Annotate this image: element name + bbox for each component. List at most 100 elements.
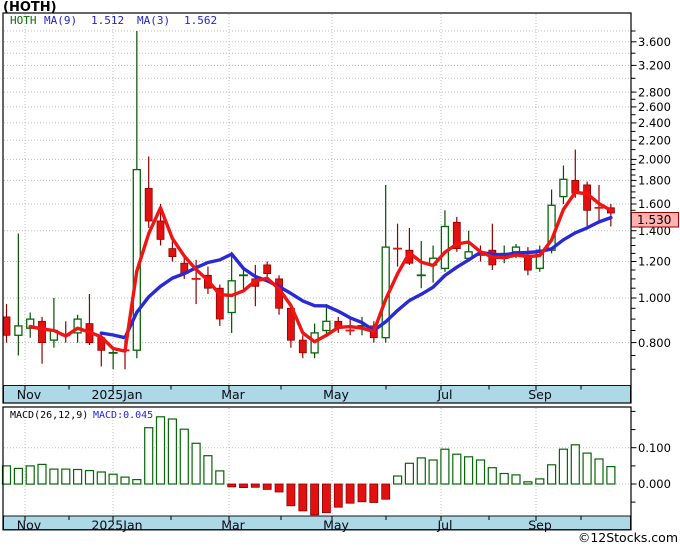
macd-bar-negative <box>298 483 308 512</box>
macd-bar-negative <box>345 483 355 504</box>
macd-bar-positive <box>155 416 166 485</box>
candle-body-up <box>73 318 82 334</box>
macd-bar-negative <box>369 483 379 503</box>
macd-bar-negative <box>321 483 331 514</box>
macd-bar-positive <box>558 448 569 485</box>
month-label: Nov <box>17 518 42 533</box>
macd-bar-positive <box>13 467 23 485</box>
month-label: Sep <box>528 518 552 533</box>
macd-bar-negative <box>262 483 272 490</box>
copyright-link[interactable]: ©12Stocks.com <box>578 530 678 545</box>
macd-bar-negative <box>274 483 284 493</box>
macd-bar-negative <box>239 483 248 488</box>
ma9-line <box>99 215 613 340</box>
month-label: 2025Jan <box>91 387 142 402</box>
macd-bar-positive <box>428 459 438 485</box>
month-label: Mar <box>221 518 245 533</box>
macd-axis-label: 0.000 <box>638 477 671 491</box>
price-axis-label: 1.000 <box>638 291 671 305</box>
macd-histogram <box>1 416 616 516</box>
candle-body-down <box>38 320 46 343</box>
legend-ma9-value: 1.512 <box>91 14 124 27</box>
macd-bar-positive <box>440 448 450 485</box>
candle-body-up <box>322 320 331 332</box>
month-axis-bands: Nov 2025Jan Mar May Jul Sep Nov 2025Jan Mar May Ju… <box>3 385 631 533</box>
macd-bar-positive <box>49 468 59 485</box>
macd-bar-positive <box>582 452 592 485</box>
main-chart-legend: HOTH MA(9) 1.512 MA(3) 1.562 <box>10 14 217 27</box>
price-axis: 0.8001.0001.2001.4001.6001.8002.0002.200… <box>631 30 671 370</box>
month-label: May <box>323 387 349 402</box>
price-axis-label: 1.800 <box>638 174 671 188</box>
macd-bar-positive <box>203 455 213 485</box>
price-axis-label: 2.400 <box>638 116 671 130</box>
macd-bar-positive <box>72 468 83 485</box>
macd-bar-positive <box>132 479 142 485</box>
macd-bar-positive <box>1 465 12 485</box>
macd-bar-positive <box>475 459 486 485</box>
macd-bar-negative <box>227 483 237 488</box>
candle-body-down <box>156 220 165 240</box>
current-price-label: 1.530 <box>637 213 671 227</box>
candle-body-down <box>298 339 307 354</box>
legend-ma9-label: MA(9) <box>44 14 77 27</box>
macd-bar-negative <box>250 483 260 488</box>
macd-axis: 0.100 0.000 <box>631 410 671 503</box>
macd-bar-positive <box>120 476 130 485</box>
macd-bar-positive <box>570 444 580 485</box>
price-axis-label: 0.800 <box>638 336 671 350</box>
price-axis-label: 3.600 <box>638 35 671 49</box>
candle-body-down <box>2 316 11 336</box>
candle-body-down <box>144 187 153 222</box>
macd-bar-positive <box>167 418 177 485</box>
candle-body-down <box>452 221 461 250</box>
price-axis-label: 2.600 <box>638 100 671 114</box>
macd-bar-positive <box>25 465 35 485</box>
month-label: May <box>323 518 349 533</box>
month-label: Jul <box>436 518 452 533</box>
macd-bar-positive <box>464 456 474 485</box>
month-label: 2025Jan <box>91 518 142 533</box>
macd-axis-label: 0.100 <box>638 441 671 455</box>
current-price-box <box>631 212 679 228</box>
page-title: (HOTH) <box>3 0 57 15</box>
candlestick-series <box>2 31 615 370</box>
macd-bar-positive <box>511 474 521 485</box>
month-label: Nov <box>17 387 42 402</box>
macd-legend: MACD(26,12,9) MACD:0.045 <box>10 410 153 421</box>
macd-bar-positive <box>416 457 426 485</box>
macd-title: MACD(26,12,9) <box>10 410 88 421</box>
price-axis-label: 3.200 <box>638 59 671 73</box>
main-chart-gridlines <box>4 14 630 385</box>
macd-bar-positive <box>191 442 201 485</box>
macd-bar-positive <box>452 453 462 485</box>
candle-body-down <box>263 264 272 274</box>
macd-bar-positive <box>84 470 95 485</box>
macd-bar-positive <box>108 473 118 485</box>
macd-bar-positive <box>61 468 71 485</box>
month-label: Sep <box>528 387 552 402</box>
price-axis-label: 1.600 <box>638 197 671 211</box>
macd-bar-positive <box>487 467 497 485</box>
macd-bar-positive <box>535 478 545 485</box>
current-price-marker: 1.530 <box>631 212 679 228</box>
macd-bar-positive <box>499 472 509 485</box>
macd-value: MACD:0.045 <box>93 410 153 421</box>
macd-bar-positive <box>523 481 533 485</box>
macd-bar-negative <box>310 483 320 516</box>
macd-bar-positive <box>179 428 189 485</box>
macd-bar-negative <box>357 483 367 503</box>
ma3-line <box>28 190 613 353</box>
macd-bar-positive <box>606 466 616 485</box>
candle-body-down <box>168 248 177 258</box>
main-chart-frame <box>2 12 632 404</box>
macd-bar-positive <box>546 464 557 485</box>
macd-bar-positive <box>144 427 154 485</box>
macd-bar-positive <box>215 470 225 485</box>
price-axis-label: 1.200 <box>638 255 671 269</box>
legend-symbol: HOTH <box>10 14 37 27</box>
macd-bar-negative <box>381 483 391 500</box>
macd-bar-positive <box>393 475 403 485</box>
